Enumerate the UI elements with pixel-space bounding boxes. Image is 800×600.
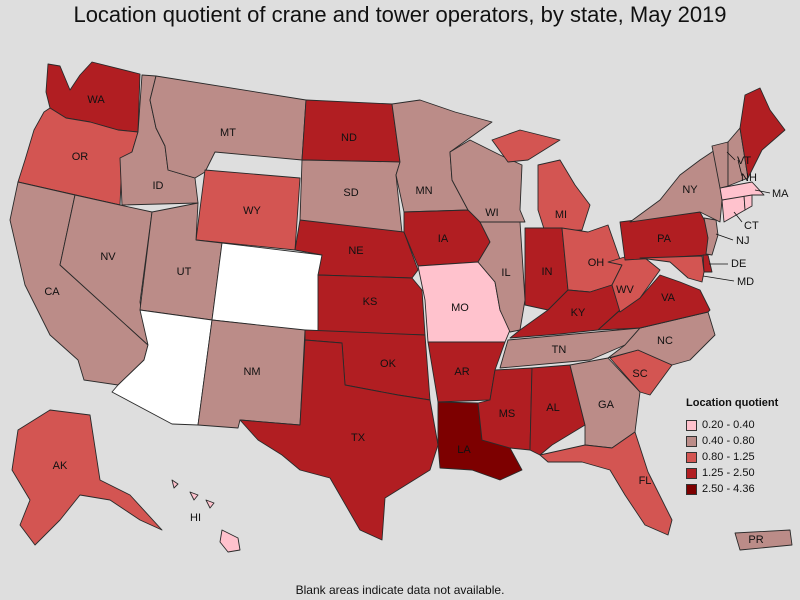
state-label-wi: WI (485, 207, 498, 219)
leader-line-ct (733, 211, 743, 223)
state-label-ms: MS (499, 408, 516, 420)
state-fl[interactable] (539, 431, 673, 536)
state-label-il: IL (501, 267, 510, 279)
state-ks[interactable] (317, 274, 426, 336)
state-label-pa: PA (657, 233, 672, 245)
leader-line-nj (715, 233, 734, 241)
state-label-ma: MA (772, 188, 789, 200)
state-label-mo: MO (451, 302, 469, 314)
map-title: Location quotient of crane and tower ope… (73, 2, 727, 27)
state-label-mn: MN (415, 185, 432, 197)
legend-label: 0.80 - 1.25 (702, 451, 755, 463)
state-md[interactable] (639, 255, 705, 283)
state-ma[interactable] (719, 181, 765, 201)
legend-title: Location quotient (686, 397, 779, 409)
state-label-in: IN (542, 266, 553, 278)
state-nj[interactable] (703, 217, 719, 256)
state-label-ky: KY (571, 307, 586, 319)
legend-swatch (686, 451, 697, 463)
state-label-mt: MT (220, 127, 236, 139)
legend-label: 1.25 - 2.50 (702, 467, 755, 479)
state-label-tn: TN (552, 344, 567, 356)
state-label-ar: AR (454, 366, 469, 378)
state-de[interactable] (702, 254, 713, 273)
state-label-ks: KS (363, 296, 378, 308)
state-label-ok: OK (380, 358, 397, 370)
legend: Location quotient 0.20 - 0.40 0.40 - 0.8… (686, 397, 778, 497)
legend-label: 0.20 - 0.40 (702, 419, 755, 431)
state-label-md: MD (737, 276, 754, 288)
leader-line-ma (754, 189, 771, 194)
legend-item: 0.80 - 1.25 (686, 449, 778, 465)
state-label-al: AL (546, 402, 559, 414)
state-label-sc: SC (632, 368, 647, 380)
state-il[interactable] (477, 221, 526, 333)
state-co[interactable] (211, 242, 323, 333)
state-nc[interactable] (607, 311, 716, 366)
state-label-va: VA (661, 292, 676, 304)
state-label-hi: HI (190, 512, 201, 524)
state-label-la: LA (457, 444, 471, 456)
state-hi[interactable] (171, 479, 241, 553)
state-label-vt: VT (737, 155, 751, 167)
state-label-fl: FL (639, 475, 652, 487)
state-tx[interactable] (239, 339, 439, 541)
state-label-tx: TX (351, 432, 366, 444)
state-ak[interactable] (11, 409, 163, 546)
state-label-id: ID (153, 180, 164, 192)
leader-line-vt (726, 151, 736, 161)
legend-item: 0.40 - 0.80 (686, 433, 778, 449)
state-label-sd: SD (343, 187, 358, 199)
legend-label: 0.40 - 0.80 (702, 435, 755, 447)
state-label-wa: WA (87, 94, 105, 106)
legend-swatch (686, 435, 697, 447)
state-label-ut: UT (177, 266, 192, 278)
legend-item: 0.20 - 0.40 (686, 417, 778, 433)
leader-line-nh (737, 159, 743, 177)
state-wi[interactable] (449, 139, 526, 223)
state-labels: WA OR CA ID NV MT WY UT NM ND SD NE KS OK TX MN IA MO AR LA… (44, 94, 789, 546)
state-label-nd: ND (341, 132, 357, 144)
state-label-ak: AK (53, 460, 68, 472)
state-nv[interactable] (59, 194, 153, 346)
footnote: Blank areas indicate data not available. (295, 583, 505, 597)
state-label-or: OR (72, 151, 89, 163)
legend-label: 2.50 - 4.36 (702, 483, 755, 495)
state-label-ne: NE (348, 245, 363, 257)
state-ny[interactable] (629, 149, 723, 223)
state-label-wv: WV (616, 284, 634, 296)
state-tn[interactable] (499, 327, 641, 369)
state-mi[interactable] (491, 129, 591, 233)
state-label-nh: NH (741, 172, 757, 184)
state-label-nc: NC (657, 335, 673, 347)
legend-swatch (686, 419, 697, 431)
state-ri[interactable] (743, 194, 753, 211)
leader-line-md (702, 275, 735, 282)
state-label-ia: IA (438, 233, 449, 245)
legend-swatch (686, 483, 697, 495)
legend-swatch (686, 467, 697, 479)
state-label-nm: NM (243, 366, 260, 378)
state-label-mi: MI (555, 209, 567, 221)
legend-item: 2.50 - 4.36 (686, 481, 778, 497)
state-label-ga: GA (598, 399, 615, 411)
state-me[interactable] (739, 87, 786, 179)
state-label-de: DE (731, 258, 746, 270)
state-label-pr: PR (748, 534, 763, 546)
legend-item: 1.25 - 2.50 (686, 465, 778, 481)
state-label-ca: CA (44, 286, 60, 298)
state-label-nj: NJ (736, 235, 749, 247)
state-label-ny: NY (682, 184, 698, 196)
state-label-oh: OH (588, 257, 605, 269)
state-pr[interactable] (734, 529, 793, 551)
state-label-wy: WY (243, 205, 261, 217)
state-label-nv: NV (100, 251, 116, 263)
state-label-ct: CT (744, 220, 759, 232)
